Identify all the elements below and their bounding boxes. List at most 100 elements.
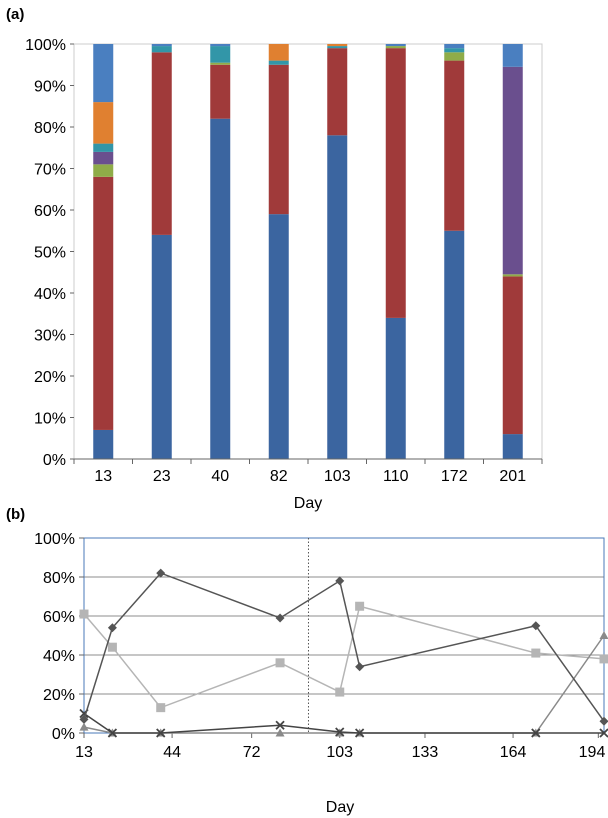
panel-a-y-tick-label: 90% (34, 79, 66, 96)
panel-a-y-tick-label: 80% (34, 120, 66, 137)
bar-segment (268, 64, 289, 215)
bar-segment (268, 214, 289, 459)
bar-segment (93, 164, 114, 177)
bar-segment (444, 230, 465, 459)
data-point (335, 727, 345, 737)
panel-a-x-tick-label: 172 (441, 468, 468, 485)
panel-a-y-tick-label: 50% (34, 245, 66, 262)
panel-a-x-axis-title: Day (294, 495, 322, 512)
panel-b-series-triangle (79, 631, 608, 737)
panel-a-y-tick-label: 30% (34, 328, 66, 345)
data-point (355, 601, 365, 611)
bar-segment (327, 44, 348, 47)
bar-segment (444, 44, 465, 49)
panel-a-y-tick-label: 70% (34, 162, 66, 179)
bar-segment (327, 48, 348, 136)
panel-a-y-tick-label: 60% (34, 203, 66, 220)
panel-b-x-axis-title: Day (326, 799, 354, 816)
bar-segment (151, 44, 172, 47)
bar-segment (151, 234, 172, 459)
data-point (107, 623, 117, 633)
bar-segment (502, 274, 523, 277)
panel-a-x-tick-label: 110 (383, 468, 409, 485)
data-point (335, 687, 345, 697)
panel-a: (a) 0% 10% 20% 30% 40% 50% 60% 70% 80% 90% 100% 13… (6, 6, 543, 512)
data-point (275, 658, 285, 668)
bar-segment (502, 276, 523, 435)
bar-segment (151, 52, 172, 235)
panel-a-x-tick-label: 13 (94, 468, 112, 485)
panel-a-plot-border (73, 43, 543, 460)
bar-segment (151, 46, 172, 53)
panel-b-x-tick-label: 13 (75, 744, 93, 761)
panel-b-x-tick-label: 164 (500, 744, 527, 761)
bar-segment (327, 135, 348, 460)
bar-segment (385, 44, 406, 47)
data-point (107, 728, 118, 738)
bar-segment (385, 317, 406, 459)
bar-segment (502, 434, 523, 459)
bar-segment (210, 44, 231, 47)
data-point (335, 576, 345, 586)
bar-segment (210, 118, 231, 459)
panel-a-y-tick-label: 0% (43, 452, 66, 469)
panel-a-x-tick-label: 23 (153, 468, 171, 485)
bar-segment (93, 429, 114, 459)
data-point (107, 642, 117, 652)
panel-a-x-tick-label: 82 (270, 468, 288, 485)
panel-b-x-tick-label: 44 (163, 744, 181, 761)
bar-segment (93, 151, 114, 165)
data-point (355, 662, 365, 672)
panel-b-series-square (79, 601, 608, 713)
panel-b-y-tick-label: 0% (52, 726, 75, 743)
bar-segment (93, 176, 114, 430)
data-point (599, 728, 608, 738)
panel-a-bars (93, 44, 523, 460)
bar-segment (93, 44, 114, 103)
bar-segment (502, 66, 523, 275)
panel-b-series-x (79, 708, 608, 738)
data-point (156, 728, 166, 738)
data-point (79, 609, 89, 619)
panel-a-x-tick-label: 103 (324, 468, 351, 485)
series-line (83, 572, 605, 722)
panel-b-y-tick-label: 100% (34, 531, 75, 548)
data-point (79, 722, 89, 731)
data-point (599, 654, 608, 664)
data-point (275, 613, 285, 623)
panel-a-x-tick-label: 201 (499, 468, 526, 485)
series-line (83, 712, 604, 734)
panel-b-y-axis: 0% 20% 40% 60% 80% 100% (34, 531, 84, 743)
bar-segment (385, 46, 406, 49)
bar-segment (210, 64, 231, 119)
panel-b-x-axis: 13 44 72 103 133 164 194 (75, 733, 605, 761)
panel-b-label: (b) (6, 506, 25, 523)
panel-b-y-tick-label: 80% (43, 570, 75, 587)
data-point (599, 716, 608, 726)
panel-a-y-tick-label: 100% (25, 37, 66, 54)
panel-b-y-tick-label: 20% (43, 687, 75, 704)
series-line (83, 605, 605, 709)
bar-segment (502, 44, 523, 67)
panel-a-label: (a) (6, 6, 24, 23)
panel-a-y-axis: 0% 10% 20% 30% 40% 50% 60% 70% 80% 90% 100% (25, 37, 74, 469)
panel-b-x-tick-label: 133 (412, 744, 439, 761)
bar-segment (444, 52, 465, 61)
bar-segment (385, 48, 406, 318)
data-point (156, 703, 166, 713)
data-point (156, 568, 166, 578)
data-point (531, 728, 541, 738)
bar-segment (93, 102, 114, 144)
bar-segment (268, 44, 289, 61)
data-point (275, 728, 285, 737)
panel-a-x-tick-label: 40 (211, 468, 229, 485)
panel-b-x-tick-label: 194 (579, 744, 606, 761)
bar-segment (327, 46, 348, 49)
panel-a-y-tick-label: 20% (34, 369, 66, 386)
data-point (599, 631, 608, 639)
panel-b-x-tick-label: 72 (243, 744, 261, 761)
data-point (354, 728, 365, 738)
bar-segment (210, 46, 231, 63)
panel-b-series (79, 568, 608, 738)
